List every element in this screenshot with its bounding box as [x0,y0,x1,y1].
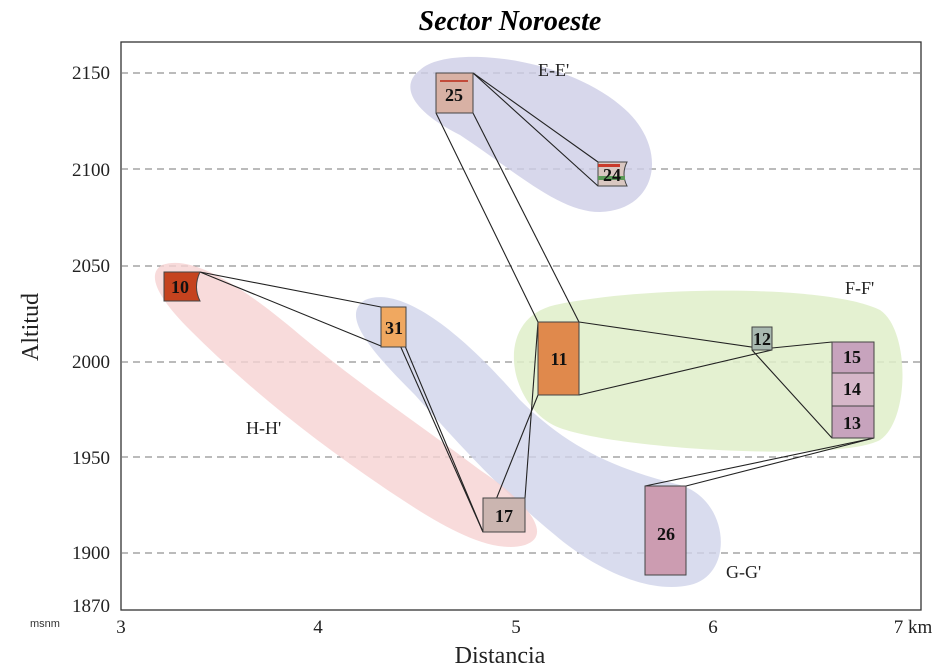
link-11-12-top [578,321,773,351]
zone-label-h-h: H-H' [246,418,281,438]
y-axis-ticks: 2150 2100 2050 2000 1950 1900 1870 [72,63,110,617]
y-axis-label: Altitud [18,293,44,361]
zone-label-e-e: E-E' [538,60,569,80]
column-label-15: 15 [843,347,861,367]
link-10-31-bottom [199,271,382,347]
zone-label-f-f: F-F' [845,278,874,298]
column-label-31: 31 [385,318,403,338]
column-label-11: 11 [550,349,567,369]
x-tick-3: 3 [116,617,126,638]
zone-g-g [355,297,721,587]
y-unit-label: msnm [30,618,60,630]
column-12 [751,326,773,351]
y-tick-2100: 2100 [72,160,110,181]
column-24-green-band [598,176,625,180]
column-24-red-band [598,164,620,167]
column-label-25: 25 [445,85,463,105]
zone-label-g-g: G-G' [726,562,761,582]
x-axis-label: Distancia [455,643,546,669]
x-tick-7km: 7 km [894,617,933,638]
column-25-red-band [440,80,468,82]
y-tick-2150: 2150 [72,63,110,84]
x-axis-ticks: 3 4 5 6 7 km [116,617,932,638]
column-14 [831,372,875,407]
column-label-24: 24 [603,165,621,185]
column-31 [380,306,407,348]
column-25 [435,72,474,114]
y-tick-1900: 1900 [72,543,110,564]
link-13-26-top [644,437,875,487]
link-31-17-right [404,345,484,533]
column-11 [537,321,580,396]
column-label-26: 26 [657,524,675,544]
column-label-14: 14 [843,379,861,399]
column-label-10: 10 [171,277,189,297]
column-label-12: 12 [753,329,771,349]
column-13 [831,405,875,439]
column-10 [163,271,201,302]
link-25-24-bottom [472,72,599,187]
column-label-17: 17 [495,506,513,526]
zones [154,56,903,587]
column-26 [644,485,687,576]
y-tick-2000: 2000 [72,352,110,373]
x-tick-5: 5 [511,617,521,638]
column-15 [831,341,875,374]
x-tick-6: 6 [708,617,718,638]
link-25-24-top [472,72,599,163]
column-label-13: 13 [843,413,861,433]
link-25-11-right [472,112,580,323]
link-10-31-top [199,271,382,308]
columns [163,72,875,576]
link-13-26-bottom [685,437,875,487]
column-labels: 25 24 10 31 11 12 15 14 13 17 26 [171,85,861,544]
y-tick-2050: 2050 [72,256,110,277]
y-tick-1950: 1950 [72,448,110,469]
x-tick-4: 4 [313,617,323,638]
column-17 [482,497,526,533]
link-25-11-left [435,112,539,323]
zone-h-h [154,262,538,547]
chart-title: Sector Noroeste [419,6,602,37]
link-11-12-bottom [578,349,773,396]
y-tick-1870: 1870 [72,596,110,617]
zone-f-f [513,290,903,452]
link-12-13 [751,349,833,439]
